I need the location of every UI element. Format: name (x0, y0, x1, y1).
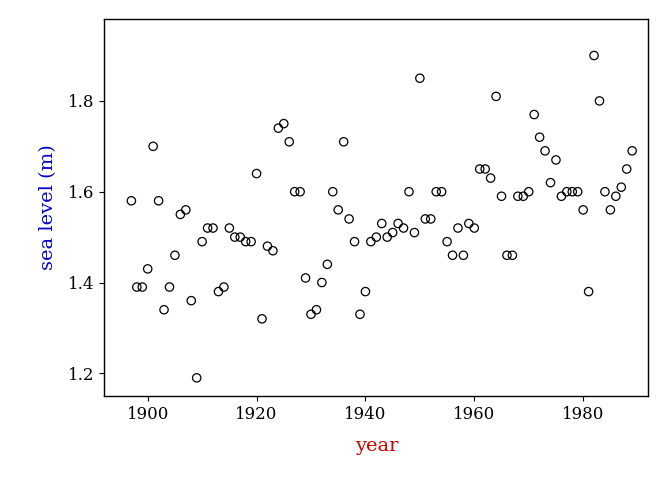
Point (398, 224, 409, 232)
Point (540, 147, 550, 155)
Point (464, 220, 474, 228)
Point (306, 311, 317, 318)
Point (627, 147, 638, 155)
Point (518, 192, 529, 200)
Point (333, 206, 343, 214)
Point (534, 133, 545, 141)
Y-axis label: sea level (m): sea level (m) (39, 145, 57, 270)
Point (545, 179, 556, 186)
Point (425, 215, 436, 223)
Point (284, 138, 294, 145)
Point (480, 165, 491, 173)
Point (622, 165, 632, 173)
Point (126, 197, 137, 204)
Point (583, 288, 594, 295)
Point (529, 111, 540, 119)
Point (246, 238, 257, 245)
Point (371, 233, 382, 241)
Point (605, 206, 616, 214)
Point (175, 211, 185, 218)
Point (599, 188, 610, 195)
Point (192, 374, 202, 382)
Point (436, 188, 447, 195)
Point (197, 238, 208, 245)
Point (311, 306, 322, 313)
Point (213, 288, 224, 295)
Point (186, 297, 197, 304)
Point (550, 156, 561, 164)
Point (229, 233, 240, 241)
Point (164, 283, 175, 291)
Point (142, 265, 153, 273)
Point (469, 224, 480, 232)
Point (496, 192, 507, 200)
Point (392, 220, 403, 228)
Point (137, 283, 148, 291)
Point (458, 252, 469, 259)
Point (556, 192, 566, 200)
Point (513, 192, 523, 200)
Point (447, 252, 458, 259)
Point (148, 143, 159, 150)
Point (208, 224, 218, 232)
Point (180, 206, 191, 214)
Point (366, 238, 376, 245)
Point (594, 97, 605, 105)
Point (343, 215, 354, 223)
Point (616, 183, 626, 191)
Point (257, 315, 267, 323)
Point (382, 233, 392, 241)
Point (485, 174, 496, 182)
Point (159, 306, 169, 313)
Point (278, 120, 289, 128)
Point (338, 138, 349, 145)
Point (273, 124, 284, 132)
Point (442, 238, 452, 245)
Point (251, 170, 262, 178)
Point (289, 188, 300, 195)
Point (523, 188, 534, 195)
Point (491, 93, 501, 100)
Point (589, 52, 599, 60)
Point (610, 192, 621, 200)
Point (317, 279, 327, 287)
Point (474, 165, 485, 173)
Point (360, 288, 371, 295)
Point (355, 311, 366, 318)
Point (153, 197, 164, 204)
Point (376, 220, 387, 228)
Point (431, 188, 442, 195)
Point (262, 242, 273, 250)
Point (387, 229, 398, 237)
Point (349, 238, 360, 245)
Point (218, 283, 229, 291)
Point (322, 261, 333, 268)
Point (409, 229, 420, 237)
Point (501, 252, 512, 259)
Point (567, 188, 578, 195)
Point (420, 215, 431, 223)
Point (561, 188, 572, 195)
Point (224, 224, 235, 232)
Point (241, 238, 251, 245)
Point (300, 274, 311, 282)
Point (573, 188, 583, 195)
Point (132, 283, 142, 291)
Point (267, 247, 278, 254)
Point (452, 224, 463, 232)
Point (404, 188, 415, 195)
Point (202, 224, 213, 232)
Point (235, 233, 245, 241)
Point (169, 252, 180, 259)
Point (507, 252, 517, 259)
Point (327, 188, 338, 195)
Point (578, 206, 589, 214)
Point (415, 74, 425, 82)
X-axis label: year: year (355, 437, 398, 455)
Point (295, 188, 306, 195)
